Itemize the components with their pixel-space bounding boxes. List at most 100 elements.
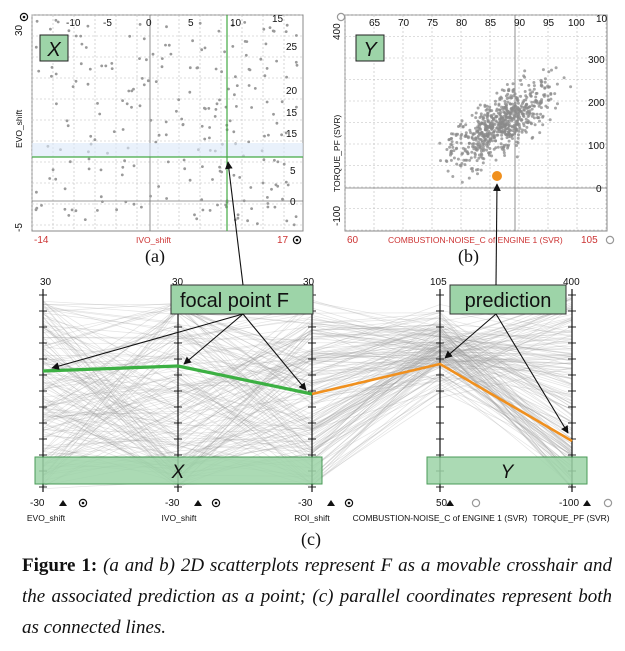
- tick-label: 15: [286, 108, 298, 119]
- scatter-point: [550, 68, 553, 72]
- scatter-point: [154, 140, 158, 144]
- scatter-point: [40, 204, 43, 207]
- scatter-point: [115, 208, 118, 212]
- tick-label: 75: [427, 18, 439, 29]
- scatter-point: [35, 206, 39, 210]
- scatter-point: [525, 125, 529, 129]
- prediction-point[interactable]: [492, 171, 502, 181]
- prediction-line[interactable]: [311, 362, 573, 443]
- scatter-point: [498, 128, 501, 132]
- scatter-point: [506, 119, 510, 123]
- scatter-point: [265, 100, 269, 104]
- band-y: [426, 456, 588, 485]
- scatter-point: [459, 134, 463, 138]
- scatter-point: [464, 123, 468, 127]
- scatter-point: [543, 77, 547, 81]
- scatter-point: [63, 187, 67, 191]
- scatter-point: [554, 66, 558, 70]
- axis-sort-icons[interactable]: [59, 500, 591, 506]
- tick-label: 200: [588, 98, 605, 109]
- scatter-point: [471, 145, 475, 149]
- scatter-point: [74, 209, 78, 213]
- scatter-point: [539, 80, 543, 84]
- scatter-point: [526, 121, 530, 124]
- scatter-point: [507, 87, 511, 91]
- scatter-point: [530, 114, 534, 118]
- caption-label: Figure 1:: [22, 555, 98, 576]
- scatter-point: [492, 112, 496, 116]
- scatter-point: [84, 46, 88, 49]
- scatter-point: [165, 197, 169, 200]
- scatter-point: [482, 147, 486, 151]
- scatter-point: [138, 104, 142, 108]
- scatter-point: [68, 160, 72, 164]
- scatter-point: [494, 139, 497, 143]
- scatter-point: [188, 90, 192, 94]
- scatter-point: [495, 107, 499, 111]
- scatter-point: [280, 100, 284, 104]
- scatter-point: [249, 186, 253, 189]
- scatter-point: [112, 130, 116, 134]
- scatter-point: [439, 159, 442, 163]
- scatter-point: [495, 91, 499, 95]
- scatter-point: [520, 105, 524, 109]
- scatter-point: [472, 138, 476, 142]
- scatter-point: [183, 167, 187, 171]
- focal-point-line[interactable]: [42, 364, 313, 396]
- scatter-point: [481, 121, 485, 125]
- corner-icon[interactable]: [19, 12, 29, 22]
- scatter-point: [438, 141, 442, 145]
- scatter-point: [169, 52, 173, 56]
- scatter-point: [245, 40, 249, 43]
- scatter-point: [505, 83, 509, 86]
- scatter-point: [532, 104, 536, 108]
- scatter-point: [503, 99, 507, 103]
- scatter-point: [447, 138, 451, 141]
- scatter-point: [505, 106, 509, 110]
- scatter-point: [86, 24, 90, 28]
- scatter-point: [272, 112, 275, 116]
- scatter-point: [208, 209, 212, 212]
- scatter-point: [121, 128, 125, 131]
- scatter-point: [513, 104, 517, 108]
- scatter-point: [529, 121, 533, 125]
- x-min-label: -14: [34, 235, 49, 246]
- band-y-label: Y: [501, 462, 515, 483]
- scatter-point: [265, 67, 269, 70]
- scatter-point: [493, 135, 497, 139]
- scatter-point: [522, 108, 526, 112]
- scatter-point: [270, 187, 273, 191]
- scatter-point: [524, 130, 528, 134]
- scatter-point: [524, 98, 528, 102]
- option-icon: [471, 498, 481, 508]
- arrow: [183, 313, 244, 365]
- settings-icon[interactable]: [292, 235, 302, 245]
- scatter-point: [537, 104, 541, 108]
- scatter-point: [208, 136, 211, 140]
- scatter-point: [479, 131, 483, 135]
- scatter-point: [264, 42, 268, 46]
- scatter-point: [213, 115, 217, 118]
- scatter-point: [87, 157, 91, 161]
- scatter-point: [476, 172, 479, 176]
- scatter-point: [452, 156, 456, 160]
- settings-icon[interactable]: [605, 235, 615, 245]
- scatter-point: [513, 130, 517, 134]
- scatter-point: [149, 118, 153, 122]
- scatter-point: [483, 119, 487, 123]
- badge-y: Y: [355, 34, 385, 62]
- scatter-point: [509, 116, 513, 120]
- scatter-point: [520, 83, 524, 86]
- scatter-point: [468, 128, 472, 132]
- scatter-point: [517, 129, 521, 133]
- scatter-point: [470, 142, 474, 146]
- axis-option-icons[interactable]: [78, 498, 613, 508]
- scatter-point: [231, 45, 235, 48]
- scatter-point: [556, 102, 559, 106]
- tick-label: 5: [188, 18, 194, 29]
- scatter-point: [468, 158, 472, 162]
- corner-icon[interactable]: [336, 12, 346, 22]
- sort-triangle-icon: [194, 500, 202, 506]
- scatter-point: [481, 145, 485, 149]
- scatter-point: [532, 87, 536, 91]
